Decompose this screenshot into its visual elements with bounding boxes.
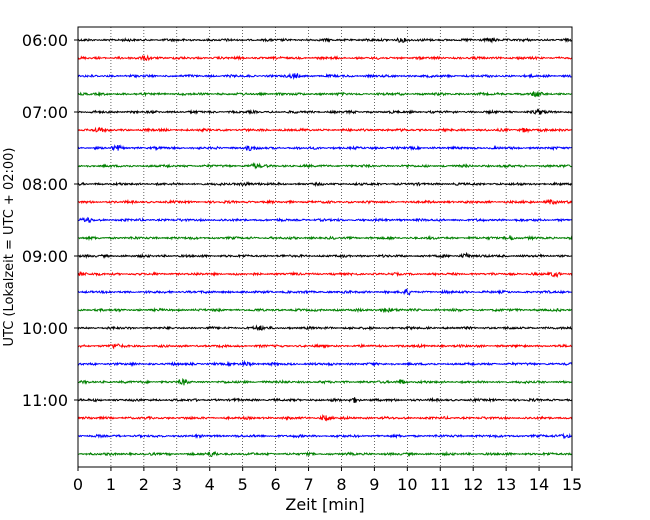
x-tick-label: 13 xyxy=(496,475,516,494)
x-tick-label: 2 xyxy=(139,475,149,494)
x-tick-label: 7 xyxy=(303,475,313,494)
trace-1000 xyxy=(77,324,573,332)
trace-0730 xyxy=(77,144,573,152)
y-tick-label: 08:00 xyxy=(22,175,68,194)
x-tick-label: 0 xyxy=(73,475,83,494)
y-tick-label: 06:00 xyxy=(22,31,68,50)
trace-0630 xyxy=(77,72,573,80)
trace-0830 xyxy=(77,216,573,224)
trace-0915 xyxy=(77,270,573,278)
x-tick-label: 4 xyxy=(205,475,215,494)
x-tick-label: 10 xyxy=(397,475,417,494)
x-tick-label: 12 xyxy=(463,475,483,494)
trace-0930 xyxy=(77,288,573,296)
x-tick-label: 9 xyxy=(369,475,379,494)
trace-1045 xyxy=(77,377,573,386)
x-tick-label: 3 xyxy=(172,475,182,494)
grid-lines xyxy=(110,27,540,467)
trace-0745 xyxy=(77,162,573,170)
trace-1015 xyxy=(77,342,573,350)
trace-1100 xyxy=(77,396,573,404)
x-tick-label: 5 xyxy=(238,475,248,494)
x-tick-label: 6 xyxy=(271,475,281,494)
y-axis: 06:00 07:00 08:00 09:00 10:00 11:00 xyxy=(22,31,78,410)
x-tick-label: 14 xyxy=(529,475,549,494)
x-axis-label: Zeit [min] xyxy=(285,495,364,514)
trace-0900 xyxy=(77,251,573,260)
trace-0700 xyxy=(77,108,573,116)
trace-0845 xyxy=(77,234,573,242)
trace-1030 xyxy=(77,359,573,368)
x-tick-label: 15 xyxy=(562,475,582,494)
y-tick-label: 11:00 xyxy=(22,391,68,410)
y-tick-label: 10:00 xyxy=(22,319,68,338)
x-tick-label: 1 xyxy=(106,475,116,494)
trace-0800 xyxy=(77,181,573,188)
y-tick-label: 09:00 xyxy=(22,247,68,266)
trace-1145 xyxy=(77,450,573,458)
trace-0615 xyxy=(77,54,573,62)
x-tick-label: 8 xyxy=(336,475,346,494)
trace-1115 xyxy=(77,413,573,422)
trace-0945 xyxy=(77,306,573,314)
trace-0715 xyxy=(77,126,573,134)
trace-0815 xyxy=(77,198,573,206)
x-tick-label: 11 xyxy=(430,475,450,494)
trace-0645 xyxy=(77,90,573,98)
trace-group xyxy=(77,37,573,458)
y-axis-label: UTC (Lokalzeit = UTC + 02:00) xyxy=(2,148,17,347)
y-tick-label: 07:00 xyxy=(22,103,68,122)
trace-1130 xyxy=(77,432,573,440)
plot-frame xyxy=(77,26,573,468)
trace-0600 xyxy=(77,37,573,44)
x-axis: 0 1 2 3 4 5 6 7 8 9 10 11 12 13 14 15 xyxy=(73,467,582,494)
